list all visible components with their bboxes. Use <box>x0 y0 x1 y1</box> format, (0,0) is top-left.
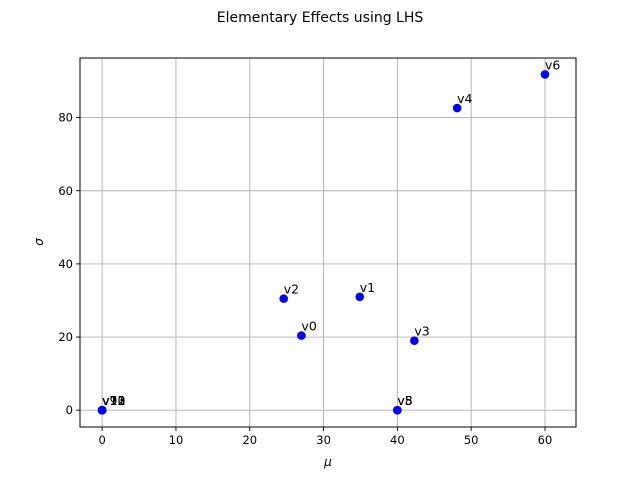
grid-lines <box>80 58 576 427</box>
data-point <box>297 331 306 340</box>
data-point-label: v5 <box>397 393 412 408</box>
data-point-label: v2 <box>284 282 299 297</box>
data-point-label: v10 <box>102 393 125 408</box>
data-point <box>452 103 462 113</box>
data-point <box>540 70 550 79</box>
data-point <box>393 405 402 415</box>
y-axis-label: σ <box>32 238 46 246</box>
data-point-label: v6 <box>545 57 560 72</box>
x-tick-label: 20 <box>242 433 257 447</box>
data-point-label: v4 <box>457 91 472 106</box>
data-point-label: v9 <box>102 393 117 408</box>
y-tick-label: 20 <box>58 330 73 344</box>
x-tick-label: 40 <box>390 433 405 447</box>
y-tick-label: 80 <box>58 111 73 125</box>
y-tick-label: 60 <box>58 184 73 198</box>
x-tick-label: 50 <box>464 433 479 447</box>
data-point <box>410 336 419 345</box>
y-tick-label: 0 <box>66 403 73 417</box>
data-point-label: v7 <box>102 393 117 408</box>
axis-ticks: 0 10 20 30 40 50 60 0 20 40 60 80 <box>58 111 552 447</box>
data-point-label: v13 <box>102 393 125 408</box>
data-point-label: v11 <box>102 393 125 408</box>
x-tick-label: 30 <box>316 433 331 447</box>
data-point <box>97 405 107 415</box>
x-tick-label: 60 <box>538 433 553 447</box>
data-point <box>355 292 365 302</box>
data-point <box>279 294 289 303</box>
data-point-label: v12 <box>102 393 125 408</box>
chart-title: Elementary Effects using LHS <box>217 10 424 26</box>
data-point-label: v0 <box>301 319 316 334</box>
x-tick-label: 10 <box>169 433 184 447</box>
x-tick-label: 0 <box>98 433 105 447</box>
x-axis-label: μ <box>323 455 332 469</box>
data-point-label: v8 <box>397 393 412 408</box>
plot-frame <box>79 57 577 428</box>
data-point-label: v3 <box>414 324 429 339</box>
data-point-label: v1 <box>360 280 375 295</box>
y-tick-label: 40 <box>58 257 73 271</box>
